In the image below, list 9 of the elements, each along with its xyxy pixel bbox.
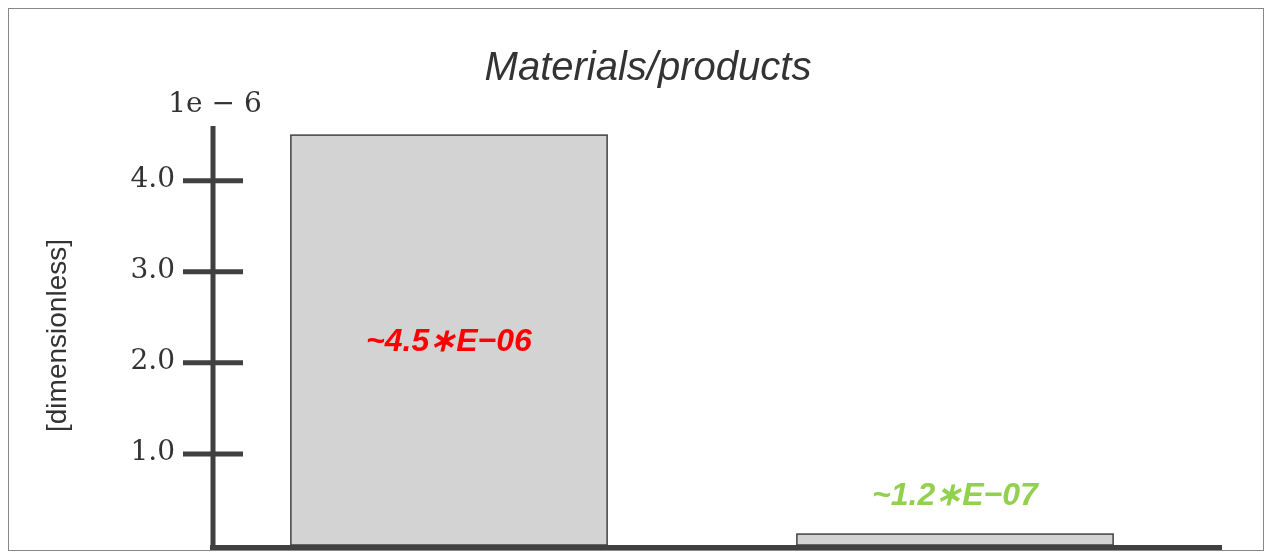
y-axis-title: [dimensionless]: [41, 239, 72, 432]
y-tick-label: 3.0: [130, 252, 175, 286]
y-tick-label: 2.0: [130, 343, 175, 377]
data-label: ~4.5∗E−06: [366, 322, 533, 359]
y-tick-label: 1.0: [130, 434, 175, 468]
chart-title: Materials/products: [484, 44, 812, 88]
data-label: ~1.2∗E−07: [872, 476, 1041, 513]
text: 1e − 6: [168, 86, 262, 119]
y-tick-label: 4.0: [130, 161, 175, 195]
